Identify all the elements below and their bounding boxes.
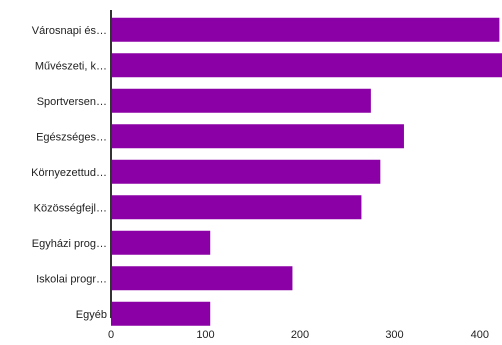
bar-1 (111, 53, 502, 78)
bars-group (111, 17, 502, 326)
category-label-1: Művészeti, k… (35, 60, 107, 72)
category-label-8: Egyéb (76, 309, 107, 321)
bar-4 (111, 159, 381, 184)
category-label-3: Egészséges… (36, 131, 107, 143)
category-label-5: Közösségfejl… (34, 202, 107, 214)
x-tick-label-2: 200 (291, 329, 309, 341)
category-label-2: Sportversen… (37, 96, 107, 108)
x-tick-label-4: 400 (471, 329, 489, 341)
x-axis-ticks: 0 100 200 300 400 (108, 329, 489, 341)
x-tick-label-3: 300 (385, 329, 403, 341)
bar-5 (111, 195, 362, 220)
x-tick-label-1: 100 (196, 329, 214, 341)
bar-3 (111, 124, 404, 149)
bar-2 (111, 88, 371, 113)
category-label-6: Egyházi prog… (32, 238, 107, 250)
category-label-4: Környezettud… (31, 167, 107, 179)
category-labels: Városnapi és… Művészeti, k… Sportversen… Eg… (31, 25, 107, 321)
bar-8 (111, 301, 211, 326)
bar-6 (111, 230, 211, 255)
bar-7 (111, 266, 293, 291)
category-label-0: Városnapi és… (32, 25, 107, 37)
bar-0 (111, 17, 500, 42)
x-tick-label-0: 0 (108, 329, 114, 341)
category-label-7: Iskolai progr… (36, 273, 107, 285)
